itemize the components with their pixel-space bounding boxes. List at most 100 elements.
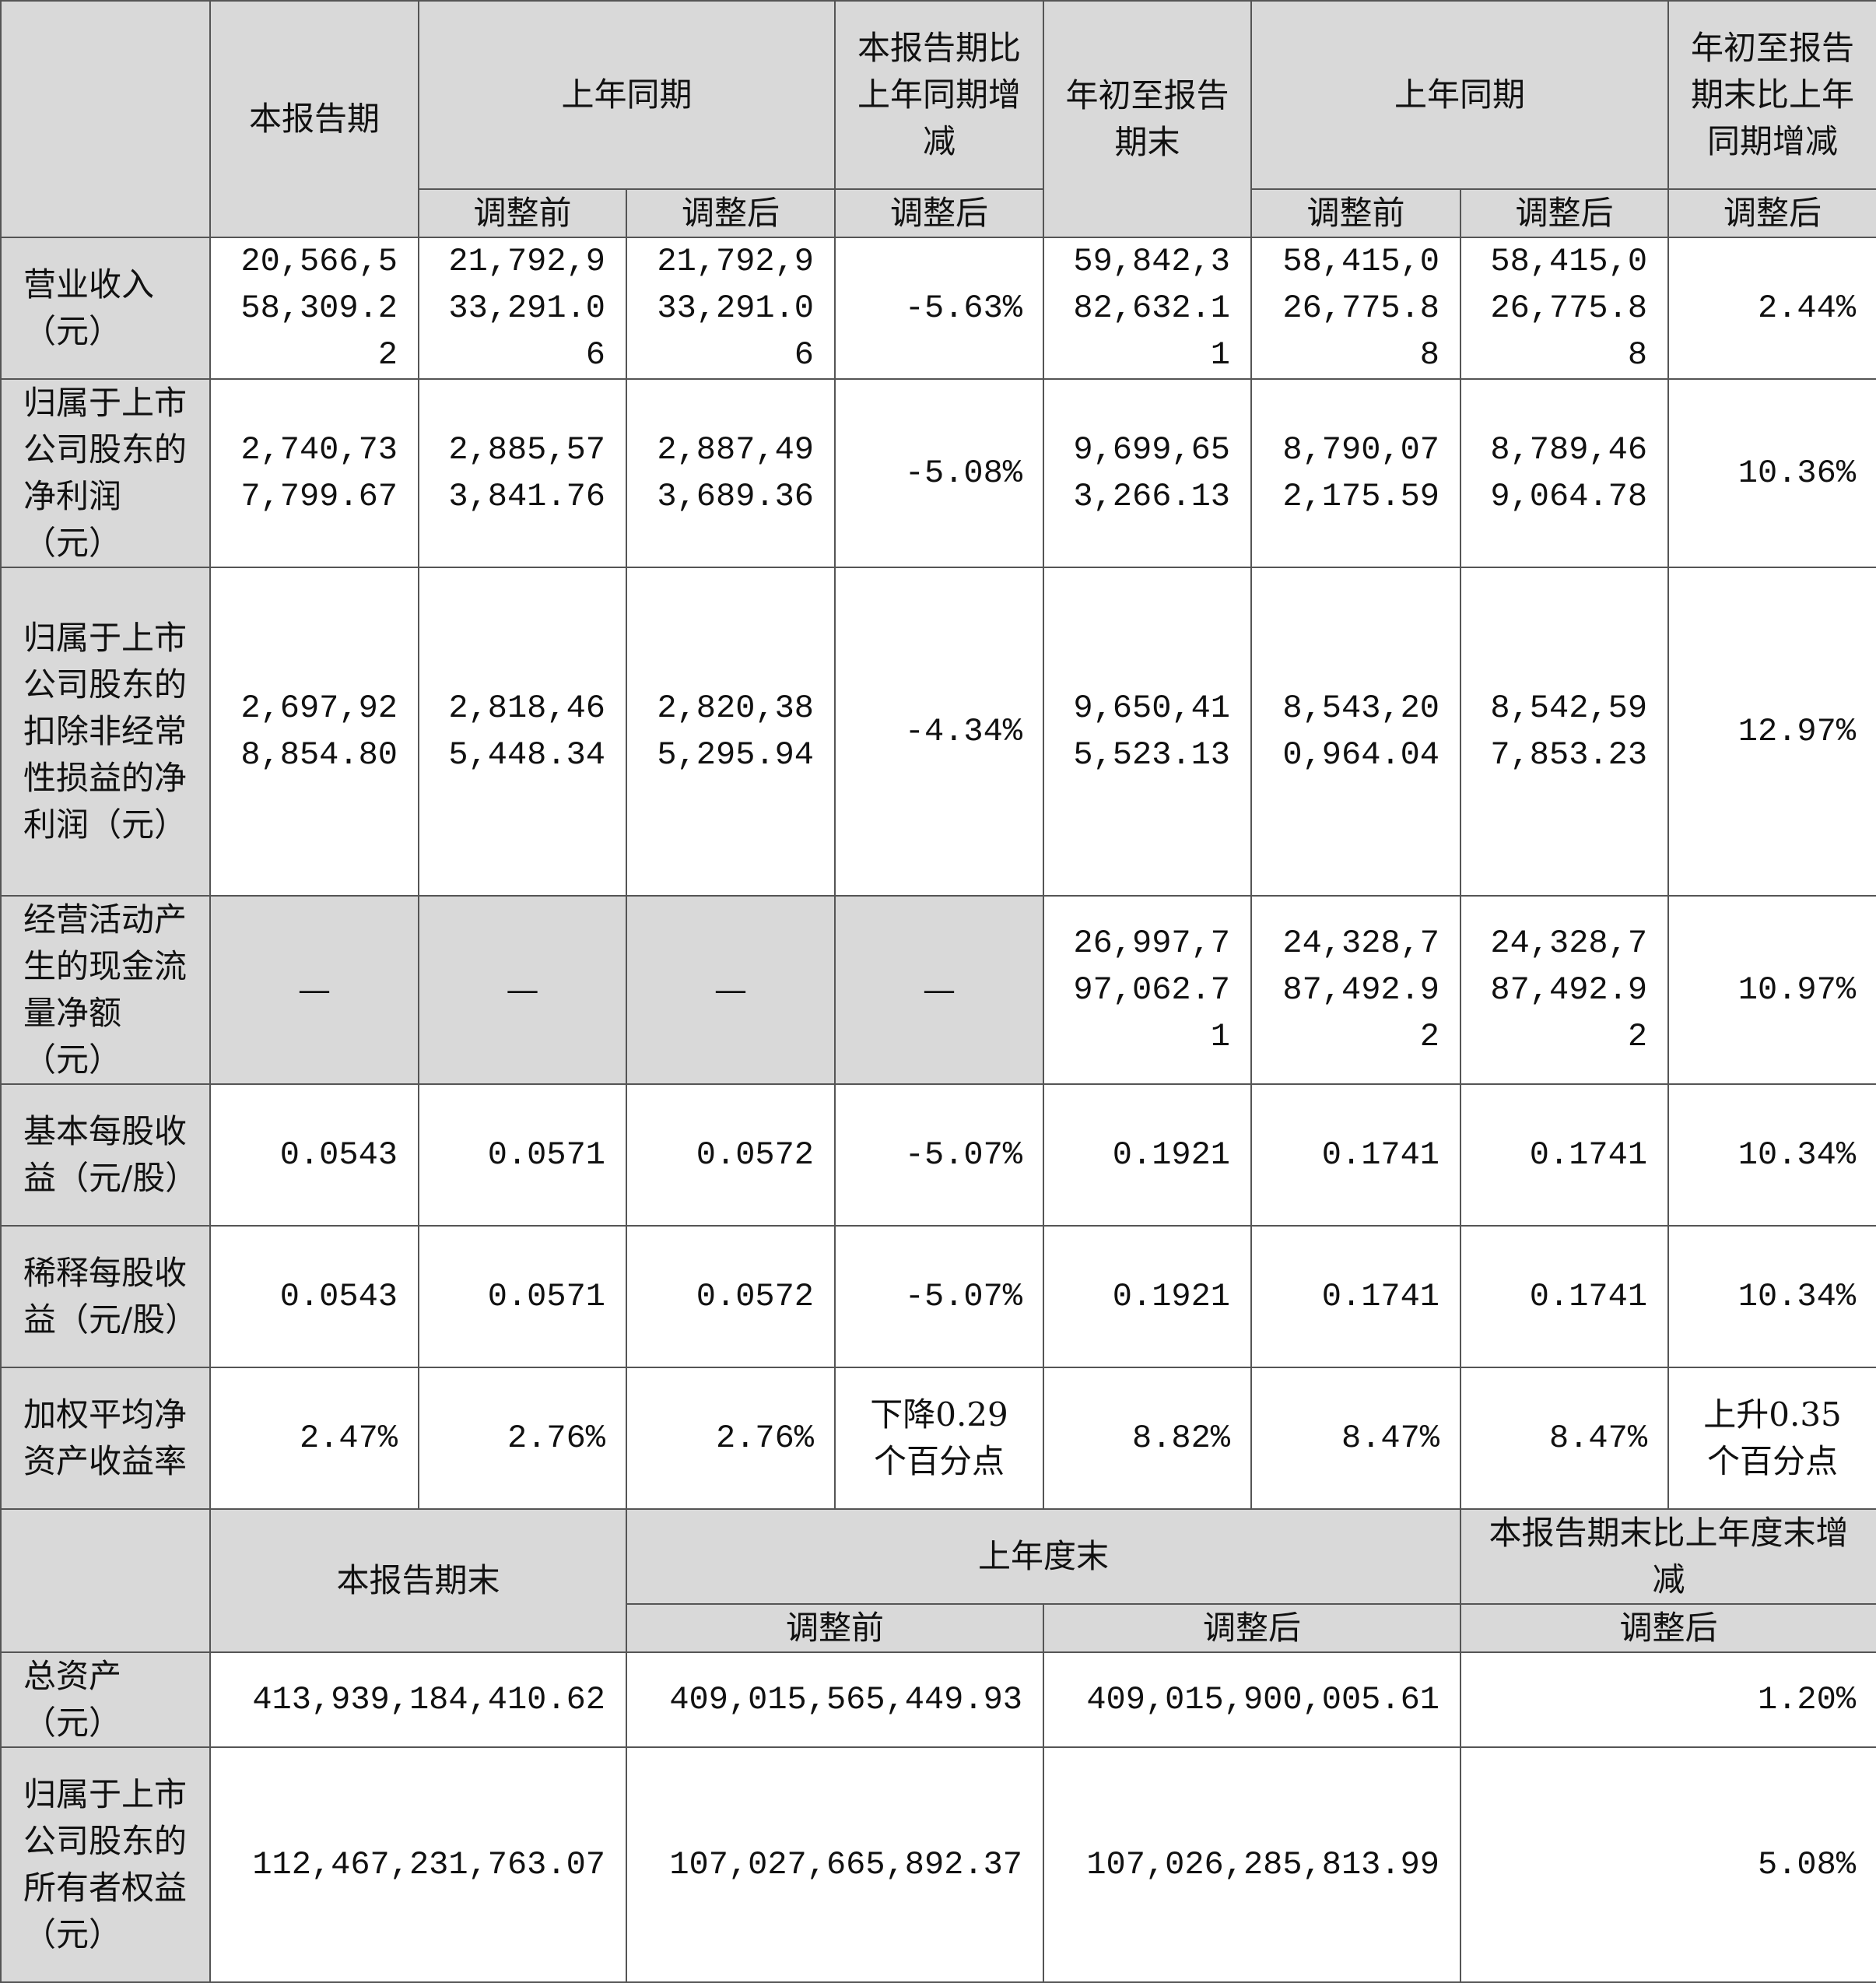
table-cell: 0.0571 — [418, 1083, 627, 1227]
table-cell: 112,467,231,763.07 — [209, 1746, 627, 1983]
subheader-before-adj: 调整前 — [625, 1603, 1045, 1653]
table-cell: -5.07% — [834, 1225, 1045, 1368]
table-cell: 0.0543 — [209, 1225, 419, 1368]
table-row: 总资产（元） 413,939,184,410.62 409,015,565,449.… — [0, 1651, 1876, 1748]
table-cell: 8.47% — [1250, 1367, 1462, 1510]
subheader-after-adj: 调整后 — [834, 188, 1045, 238]
table-cell: 2,740,737,799.67 — [209, 378, 419, 568]
table-cell: 58,415,026,775.88 — [1250, 237, 1462, 380]
section2-subheader-row: 调整前 调整后 调整后 — [1, 1603, 1876, 1653]
table-cell: 2,885,573,841.76 — [418, 378, 627, 568]
table-cell: 409,015,900,005.61 — [1043, 1651, 1462, 1748]
subheader-after-adj: 调整后 — [625, 188, 836, 238]
header-same-period-last-year: 上年同期 — [417, 0, 836, 190]
row-label: 归属于上市公司股东的所有者权益（元） — [0, 1746, 211, 1983]
table-cell: -5.07% — [834, 1083, 1045, 1227]
subheader-after-adj: 调整后 — [1460, 188, 1670, 238]
table-cell: 26,997,797,062.71 — [1043, 895, 1253, 1085]
table-row: 基本每股收益（元/股） 0.0543 0.0571 0.0572 -5.07% 0.192… — [0, 1083, 1876, 1227]
subheader-after-adj: 调整后 — [1043, 1603, 1462, 1653]
table-cell: 10.97% — [1667, 895, 1876, 1085]
table-cell: 21,792,933,291.06 — [418, 237, 627, 380]
table-cell: -4.34% — [834, 567, 1045, 897]
table-cell: 409,015,565,449.93 — [625, 1651, 1045, 1748]
table-cell: 2.44% — [1667, 237, 1876, 380]
table-cell: 9,699,653,266.13 — [1043, 378, 1253, 568]
header-period-end: 本报告期末 — [209, 1508, 627, 1653]
table-cell: 2,820,385,295.94 — [625, 567, 836, 897]
table-cell: 5.08% — [1460, 1746, 1876, 1983]
table-cell: 8.47% — [1460, 1367, 1670, 1510]
table-row: 营业收入（元） 20,566,558,309.22 21,792,933,291.0… — [0, 237, 1876, 380]
table-cell: 24,328,787,492.92 — [1250, 895, 1462, 1085]
subheader-before-adj: 调整前 — [1250, 188, 1462, 238]
table-cell: 10.34% — [1667, 1225, 1876, 1368]
row-label: 经营活动产生的现金流量净额（元） — [0, 895, 211, 1085]
table-cell: 2,818,465,448.34 — [418, 567, 627, 897]
table-cell: 8,789,469,064.78 — [1460, 378, 1670, 568]
section2-header-row: 本报告期末 上年度末 本报告期末比上年度末增减 — [0, 1508, 1876, 1653]
row-label: 基本每股收益（元/股） — [0, 1083, 211, 1227]
table-cell: 413,939,184,410.62 — [209, 1651, 627, 1748]
table-cell: 0.1741 — [1460, 1225, 1670, 1368]
section1-subheader-row: 调整前 调整后 调整后 调整前 调整后 调整后 — [1, 188, 1876, 238]
table-cell: 9,650,415,523.13 — [1043, 567, 1253, 897]
table-row: 加权平均净资产收益率 2.47% 2.76% 2.76% 下降0.29个百分点 8.82%… — [0, 1367, 1876, 1510]
table-row: 归属于上市公司股东的净利润（元） 2,740,737,799.67 2,885,57… — [0, 378, 1876, 568]
header-ytd: 年初至报告期末 — [1043, 0, 1253, 238]
table-cell: 10.34% — [1667, 1083, 1876, 1227]
row-label: 营业收入（元） — [0, 237, 211, 380]
table-cell: 21,792,933,291.06 — [625, 237, 836, 380]
corner-cell — [0, 0, 211, 238]
table-cell: -5.08% — [834, 378, 1045, 568]
table-cell: 8.82% — [1043, 1367, 1253, 1510]
header-change-ytd: 年初至报告期末比上年同期增减 — [1667, 0, 1876, 190]
header-last-year-end: 上年度末 — [625, 1508, 1462, 1605]
table-cell: 0.0571 — [418, 1225, 627, 1368]
row-label: 总资产（元） — [0, 1651, 211, 1748]
table-cell: 2.76% — [625, 1367, 836, 1510]
row-label: 归属于上市公司股东的扣除非经常性损益的净利润（元） — [0, 567, 211, 897]
table-cell: 107,027,665,892.37 — [625, 1746, 1045, 1983]
table-cell: 上升0.35个百分点 — [1667, 1367, 1876, 1510]
row-label: 稀释每股收益（元/股） — [0, 1225, 211, 1368]
table-cell: -5.63% — [834, 237, 1045, 380]
row-label: 加权平均净资产收益率 — [0, 1367, 211, 1510]
section1-header-row: 本报告期 上年同期 本报告期比上年同期增减 年初至报告期末 上年同期 年初至报告… — [0, 0, 1876, 238]
subheader-before-adj: 调整前 — [418, 188, 627, 238]
table-row: 归属于上市公司股东的所有者权益（元） 112,467,231,763.07 107,… — [0, 1746, 1876, 1983]
table-cell: 59,842,382,632.11 — [1043, 237, 1253, 380]
table-row: 经营活动产生的现金流量净额（元） — — — —26,997,797,062.71 24,… — [0, 895, 1876, 1085]
table-cell: — — [209, 895, 419, 1085]
table-row: 归属于上市公司股东的扣除非经常性损益的净利润（元） 2,697,928,854.8… — [0, 567, 1876, 897]
table-cell: 8,543,200,964.04 — [1250, 567, 1462, 897]
table-cell: 0.0572 — [625, 1083, 836, 1227]
table-cell: 12.97% — [1667, 567, 1876, 897]
table-cell: — — [625, 895, 836, 1085]
table-cell: 0.0572 — [625, 1225, 836, 1368]
table-cell: 下降0.29个百分点 — [834, 1367, 1045, 1510]
table-cell: 24,328,787,492.92 — [1460, 895, 1670, 1085]
table-cell: 58,415,026,775.88 — [1460, 237, 1670, 380]
row-label: 归属于上市公司股东的净利润（元） — [0, 378, 211, 568]
table-cell: 20,566,558,309.22 — [209, 237, 419, 380]
table-cell: 0.0543 — [209, 1083, 419, 1227]
table-cell: 0.1741 — [1460, 1083, 1670, 1227]
table-cell: 0.1741 — [1250, 1083, 1462, 1227]
table-cell: 2,697,928,854.80 — [209, 567, 419, 897]
header-current-period: 本报告期 — [209, 0, 419, 238]
table-cell: — — [418, 895, 627, 1085]
table-cell: 0.1921 — [1043, 1225, 1253, 1368]
header-change-current: 本报告期比上年同期增减 — [834, 0, 1045, 190]
table-cell: 2.76% — [418, 1367, 627, 1510]
header-change: 本报告期末比上年度末增减 — [1460, 1508, 1876, 1605]
corner-cell — [0, 1508, 211, 1653]
table-cell: 8,542,597,853.23 — [1460, 567, 1670, 897]
table-row: 稀释每股收益（元/股） 0.0543 0.0571 0.0572 -5.07% 0.192… — [0, 1225, 1876, 1368]
subheader-after-adj-change: 调整后 — [1460, 1603, 1876, 1653]
header-same-period-last-year-ytd: 上年同期 — [1250, 0, 1670, 190]
table-cell: 2,887,493,689.36 — [625, 378, 836, 568]
table-cell: 8,790,072,175.59 — [1250, 378, 1462, 568]
table-cell: 2.47% — [209, 1367, 419, 1510]
